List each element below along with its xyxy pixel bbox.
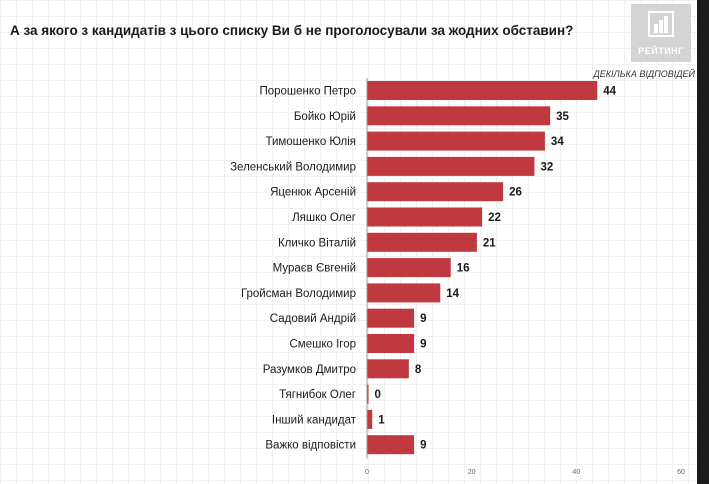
- x-tick-label: 60: [677, 469, 685, 476]
- category-label: Яценюк Арсеній: [270, 187, 356, 199]
- data-label: 1: [378, 414, 385, 426]
- bar: [367, 334, 415, 353]
- bar: [367, 106, 551, 126]
- data-label: 34: [551, 136, 564, 148]
- category-label: Кличко Віталій: [278, 237, 356, 249]
- window-edge: [697, 0, 709, 484]
- data-label: 22: [488, 212, 501, 224]
- category-label: Зеленський Володимир: [230, 161, 356, 173]
- bar: [367, 283, 441, 303]
- category-label: Тягнибок Олег: [279, 389, 356, 401]
- multiple-answers-note: ДЕКІЛЬКА ВІДПОВІДЕЙ: [593, 69, 695, 79]
- x-tick-label: 0: [365, 469, 369, 476]
- bar: [367, 409, 373, 429]
- bar: [367, 207, 483, 227]
- bar: [367, 359, 409, 379]
- bar: [367, 232, 477, 252]
- data-label: 16: [457, 263, 470, 275]
- category-label: Гройсман Володимир: [241, 288, 356, 300]
- category-label: Інший кандидат: [272, 414, 357, 426]
- data-label: 44: [603, 86, 616, 98]
- data-label: 9: [420, 339, 426, 351]
- data-label: 0: [375, 389, 381, 401]
- bar: [367, 384, 369, 404]
- data-label: 8: [415, 364, 422, 376]
- data-label: 32: [540, 161, 553, 173]
- category-label: Порошенко Петро: [259, 86, 356, 98]
- data-label: 26: [509, 187, 522, 199]
- bar: [367, 131, 545, 151]
- data-label: 9: [420, 313, 426, 325]
- category-label: Разумков Дмитро: [263, 364, 356, 376]
- x-tick-label: 40: [572, 469, 580, 476]
- category-label: Мураєв Євгеній: [273, 263, 356, 275]
- data-label: 9: [420, 440, 426, 452]
- category-label: Бойко Юрій: [294, 111, 356, 123]
- category-label: Смешко Ігор: [289, 339, 356, 351]
- data-label: 35: [556, 111, 569, 123]
- bar: [367, 435, 415, 455]
- logo-text: РЕЙТИНГ: [638, 46, 684, 56]
- category-label: Ляшко Олег: [292, 212, 356, 224]
- category-label: Важко відповісти: [265, 440, 356, 452]
- data-label: 21: [483, 237, 496, 249]
- bar: [367, 81, 598, 100]
- bar: [367, 156, 535, 176]
- logo-icon: [648, 11, 674, 37]
- x-tick-label: 20: [468, 469, 476, 476]
- category-label: Садовий Андрій: [270, 313, 356, 325]
- bar: [367, 182, 504, 202]
- bar: [367, 308, 415, 328]
- rating-logo: РЕЙТИНГ: [631, 4, 691, 62]
- chart-title: А за якого з кандидатів з цього списку В…: [10, 23, 574, 38]
- bar: [367, 258, 451, 278]
- data-label: 14: [446, 288, 459, 300]
- category-label: Тимошенко Юлія: [265, 136, 356, 148]
